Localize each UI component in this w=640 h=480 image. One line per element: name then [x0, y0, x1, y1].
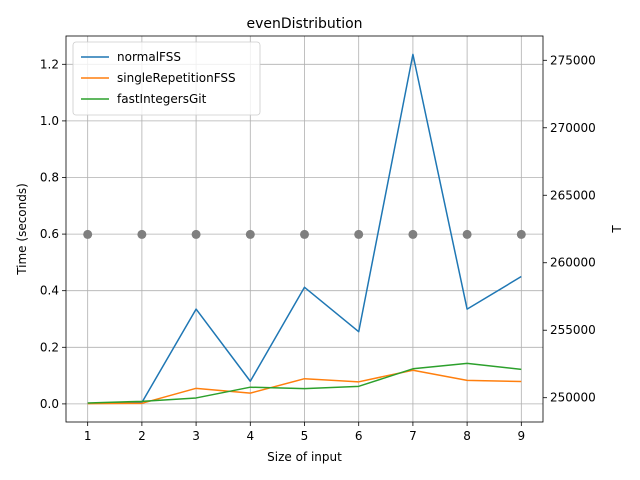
scatter-point — [191, 229, 201, 239]
x-tick-label: 2 — [138, 429, 146, 443]
legend-label-singleRepetitionFSS: singleRepetitionFSS — [117, 71, 236, 85]
y-axis-left: 0.0 0.2 0.4 0.6 0.8 1.0 1.2 — [40, 57, 66, 411]
y-tick-label: 0.2 — [40, 340, 59, 354]
x-tick-label: 8 — [463, 429, 471, 443]
y-tick-label: 0.0 — [40, 397, 59, 411]
series-line-normalFSS — [87, 53, 522, 405]
series-line-fastIntegersGit — [87, 362, 522, 404]
x-tick-label: 6 — [355, 429, 363, 443]
y-axis-label: Time (seconds) — [15, 183, 29, 276]
scatter-point — [137, 229, 147, 239]
y-tick-label: 1.2 — [40, 57, 59, 71]
x-tick-label: 5 — [301, 429, 309, 443]
series-layer — [87, 53, 522, 405]
y-axis-right: 250000 255000 260000 265000 270000 275000 — [543, 53, 596, 405]
y-tick-label: 0.6 — [40, 227, 59, 241]
scatter-point — [462, 229, 472, 239]
y-tick-label: 1.0 — [40, 114, 59, 128]
legend-label-fastIntegersGit: fastIntegersGit — [117, 92, 207, 106]
scatter-point — [245, 229, 255, 239]
y-right-tick-label: 275000 — [550, 53, 596, 67]
x-tick-label: 7 — [409, 429, 417, 443]
scatter-layer — [83, 229, 526, 239]
scatter-point — [354, 229, 364, 239]
y-axis-label-right: T — [610, 225, 624, 234]
y-tick-label: 0.8 — [40, 170, 59, 184]
x-tick-label: 9 — [517, 429, 525, 443]
y-right-tick-label: 260000 — [550, 256, 596, 270]
y-right-tick-label: 255000 — [550, 323, 596, 337]
series-line-singleRepetitionFSS — [87, 369, 522, 405]
legend: normalFSS singleRepetitionFSS fastIntegers… — [72, 41, 261, 116]
x-axis-label: Size of input — [267, 450, 342, 464]
x-tick-label: 3 — [192, 429, 200, 443]
y-right-tick-label: 265000 — [550, 188, 596, 202]
chart-title: evenDistribution — [246, 16, 362, 32]
legend-box — [72, 41, 261, 116]
legend-label-normalFSS: normalFSS — [117, 50, 181, 64]
y-right-tick-label: 270000 — [550, 121, 596, 135]
x-tick-label: 4 — [246, 429, 254, 443]
scatter-point — [408, 229, 418, 239]
scatter-point — [516, 229, 526, 239]
y-right-tick-label: 250000 — [550, 391, 596, 405]
scatter-point — [300, 229, 309, 239]
scatter-point — [83, 229, 93, 239]
x-tick-label: 1 — [84, 429, 92, 443]
x-axis: 1 2 3 4 5 6 7 8 9 — [84, 422, 525, 443]
y-tick-label: 0.4 — [40, 284, 59, 298]
